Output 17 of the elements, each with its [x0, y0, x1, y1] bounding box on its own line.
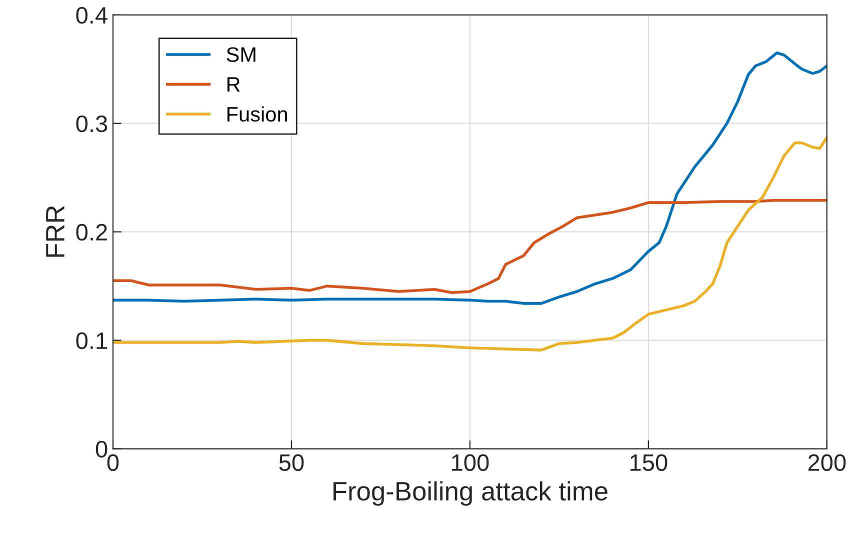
line-series [112, 136, 827, 352]
y-tick-label: 0.2 [76, 224, 107, 241]
x-tick-label: 50 [279, 454, 304, 471]
y-axis-title: FRR [46, 206, 64, 257]
x-tick-label: 150 [630, 454, 668, 471]
x-axis-title: Frog-Boiling attack time [334, 481, 608, 506]
x-tick-label: 0 [107, 454, 119, 471]
y-tick-label: 0.3 [76, 115, 108, 132]
x-tick-label: 200 [808, 454, 846, 471]
y-tick-label: 0 [96, 440, 108, 458]
y-tick-label: 0.1 [76, 332, 107, 350]
legend-label: SM [226, 47, 256, 62]
line-series [112, 198, 827, 294]
legend-label: Fusion [227, 106, 287, 122]
y-tick-label: 0.4 [76, 6, 108, 24]
legend-label: R [227, 77, 240, 92]
x-tick-label: 100 [452, 454, 489, 471]
